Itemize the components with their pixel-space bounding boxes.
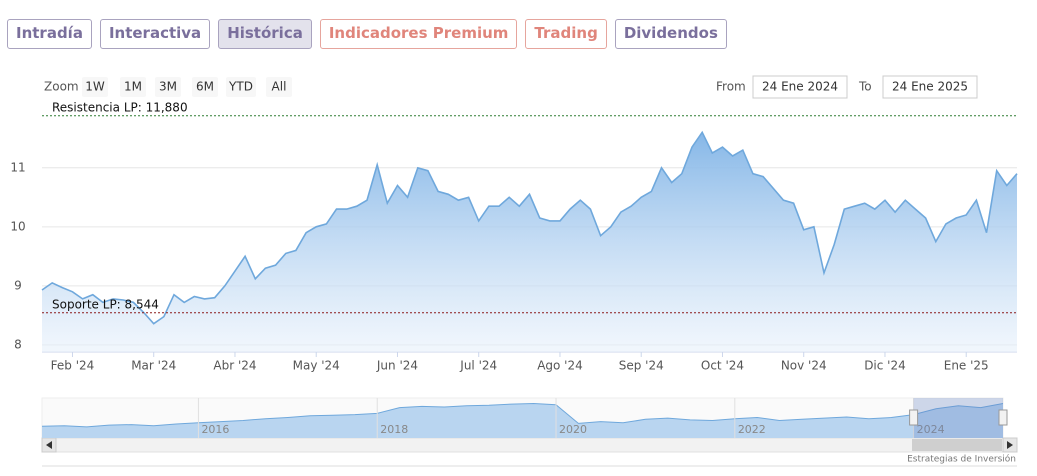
zoom-button-label: YTD	[228, 80, 253, 94]
tab[interactable]: Trading	[525, 19, 607, 49]
navigator-handle[interactable]	[909, 409, 919, 426]
x-tick-label: Mar '24	[131, 359, 176, 373]
annotation-label: Resistencia LP: 11,880	[52, 100, 188, 114]
area	[42, 403, 1003, 438]
navigator-label: 2016	[201, 423, 229, 436]
zoom-button-label: All	[272, 80, 287, 94]
to-label: To	[858, 80, 872, 94]
from-date: 24 Ene 2024	[762, 80, 838, 94]
line	[41, 402, 1004, 428]
x-tick-label: Abr '24	[213, 359, 256, 373]
navigator-label: 2022	[738, 423, 766, 436]
x-tick-label: Oct '24	[701, 359, 744, 373]
x-tick-label: Jun '24	[376, 359, 418, 373]
zoom-label: Zoom	[44, 80, 79, 94]
zoom-button[interactable]	[192, 77, 218, 97]
navigator-label: 2024	[917, 423, 945, 436]
from-input[interactable]	[752, 75, 848, 99]
x-tick-label: Sep '24	[619, 359, 664, 373]
zoom-button-label: 1W	[85, 80, 105, 94]
annotation-label: Soporte LP: 8,544	[52, 297, 159, 311]
from-label: From	[716, 80, 746, 94]
arrow-right	[1007, 441, 1013, 449]
navigator-selection[interactable]	[913, 398, 1003, 438]
navigator-handle[interactable]	[998, 409, 1008, 426]
tab[interactable]: Dividendos	[614, 19, 727, 49]
to-date: 24 Ene 2025	[892, 80, 968, 94]
y-tick-label: 9	[14, 278, 22, 292]
x-tick-label: Ene '25	[944, 359, 989, 373]
x-tick-label: Feb '24	[51, 359, 95, 373]
zoom-button[interactable]	[155, 77, 181, 97]
tab[interactable]: Intradía	[7, 19, 92, 49]
y-tick-label: 11	[10, 160, 25, 174]
x-tick-label: Ago '24	[537, 359, 583, 373]
area	[42, 132, 1017, 352]
zoom-button[interactable]	[226, 77, 256, 97]
arrow-left	[46, 441, 52, 449]
credit: Estrategias de Inversión	[907, 454, 1016, 465]
navigator-label: 2020	[559, 423, 587, 436]
tab[interactable]: Indicadores Premium	[319, 19, 518, 49]
zoom-button-label: 6M	[196, 80, 214, 94]
zoom-button[interactable]	[120, 77, 146, 97]
x-tick-label: Nov '24	[781, 359, 827, 373]
x-tick-label: Dic '24	[864, 359, 906, 373]
tab-bar: Intradía Interactiva Histórica Indicador…	[7, 19, 727, 49]
line	[41, 130, 1018, 325]
scrollbar-thumb[interactable]	[912, 439, 1002, 451]
x-tick-label: Jul '24	[459, 359, 497, 373]
zoom-button[interactable]	[266, 77, 292, 97]
tab[interactable]: Histórica	[218, 19, 312, 49]
navigator-label: 2018	[380, 423, 408, 436]
zoom-button-label: 3M	[159, 80, 177, 94]
zoom-button-label: 1M	[124, 80, 142, 94]
x-tick-label: May '24	[293, 359, 340, 373]
y-tick-label: 10	[10, 219, 25, 233]
zoom-button[interactable]	[82, 77, 108, 97]
tab[interactable]: Interactiva	[99, 19, 211, 49]
zoom-buttons: 1W 1M 3M 6M YTD All	[82, 77, 292, 97]
y-tick-label: 8	[14, 337, 22, 351]
to-input[interactable]	[882, 75, 978, 99]
scrollbar-track[interactable]	[41, 437, 1018, 453]
